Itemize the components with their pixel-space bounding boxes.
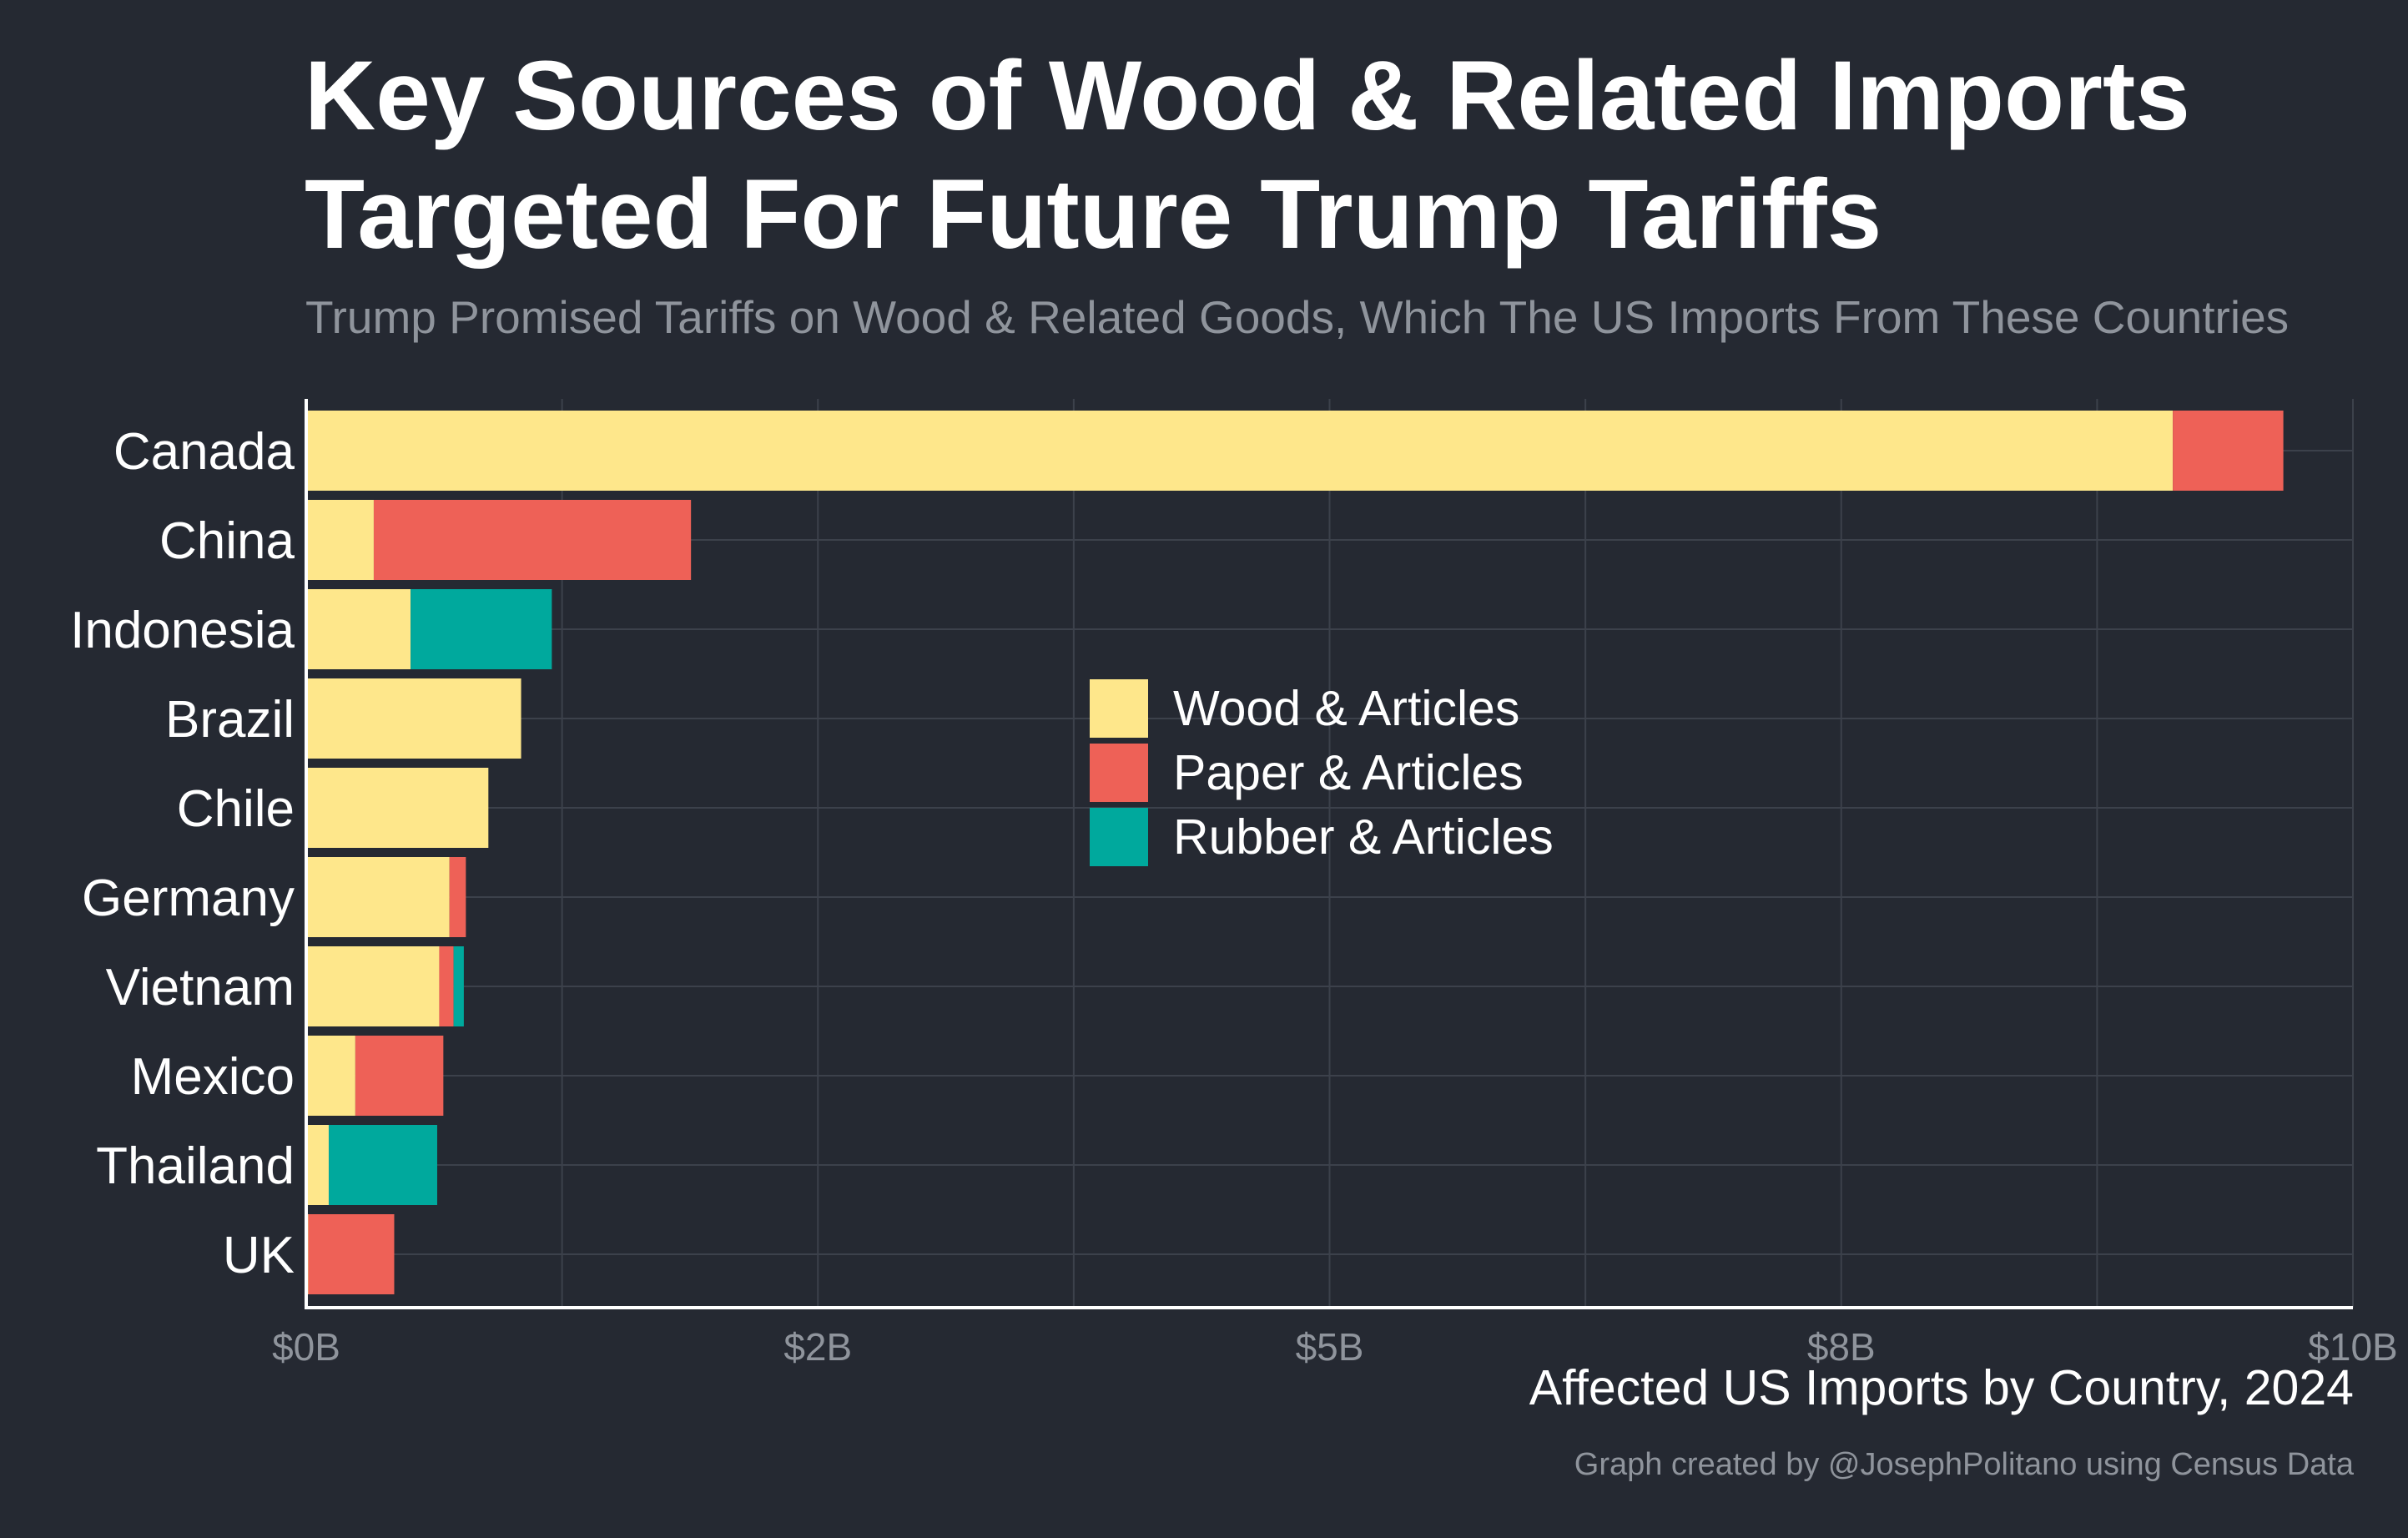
x-tick-label: $5B [1296, 1325, 1364, 1369]
y-tick-label: Thailand [96, 1137, 295, 1195]
bar-vietnam-rubber [453, 946, 464, 1026]
bar-vietnam-paper [439, 946, 454, 1026]
bar-canada-wood [306, 411, 2174, 491]
bar-thailand-wood [306, 1125, 329, 1205]
y-tick-label: Brazil [165, 691, 295, 749]
bar-indonesia-rubber [411, 589, 552, 669]
bars [306, 411, 2284, 1294]
legend-item: Rubber & Articles [1090, 804, 1554, 869]
y-tick-label: Indonesia [70, 602, 295, 659]
y-tick-label: Chile [177, 780, 295, 838]
legend-swatch [1090, 743, 1148, 802]
y-tick-label: Vietnam [106, 959, 295, 1016]
y-tick-label: UK [223, 1227, 295, 1284]
bar-uk-paper [308, 1214, 395, 1294]
legend-label: Wood & Articles [1173, 680, 1520, 736]
chart-title: Key Sources of Wood & Related Imports Ta… [305, 41, 2190, 270]
bar-mexico-paper [355, 1036, 444, 1116]
legend-swatch [1090, 678, 1148, 738]
bar-brazil-wood [306, 678, 521, 759]
chart-subtitle: Trump Promised Tariffs on Wood & Related… [305, 291, 2290, 343]
bar-canada-paper [2173, 411, 2284, 491]
y-tick-label: China [159, 512, 295, 570]
legend-label: Rubber & Articles [1173, 809, 1554, 865]
x-axis-title: Affected US Imports by Country, 2024 [1529, 1360, 2354, 1415]
x-tick-label: $2B [783, 1325, 852, 1369]
x-tick-label: $8B [1807, 1325, 1876, 1369]
legend: Wood & Articles Paper & Articles Rubber & … [1090, 676, 1554, 869]
bar-chile-wood [306, 768, 489, 848]
tick-labels: Canada China Indonesia Brazil Chile Germany Vi… [70, 423, 2398, 1369]
x-tick-label: $10B [2308, 1325, 2397, 1369]
bar-thailand-rubber [328, 1125, 437, 1205]
source-caption: Graph created by @JosephPolitano using C… [1574, 1447, 2354, 1482]
bar-vietnam-wood [306, 946, 440, 1026]
legend-swatch [1090, 807, 1148, 866]
x-tick-label: $0B [272, 1325, 340, 1369]
legend-item: Paper & Articles [1090, 740, 1554, 804]
bar-china-wood [306, 500, 374, 580]
axes [305, 399, 2353, 1309]
bar-indonesia-wood [306, 589, 411, 669]
bar-germany-paper [449, 857, 466, 937]
bar-mexico-wood [306, 1036, 355, 1116]
y-tick-label: Mexico [131, 1048, 295, 1106]
legend-item: Wood & Articles [1090, 676, 1554, 740]
bar-china-paper [373, 500, 692, 580]
bar-germany-wood [306, 857, 450, 937]
y-tick-label: Germany [82, 870, 295, 927]
y-tick-label: Canada [113, 423, 295, 481]
legend-label: Paper & Articles [1173, 744, 1524, 800]
